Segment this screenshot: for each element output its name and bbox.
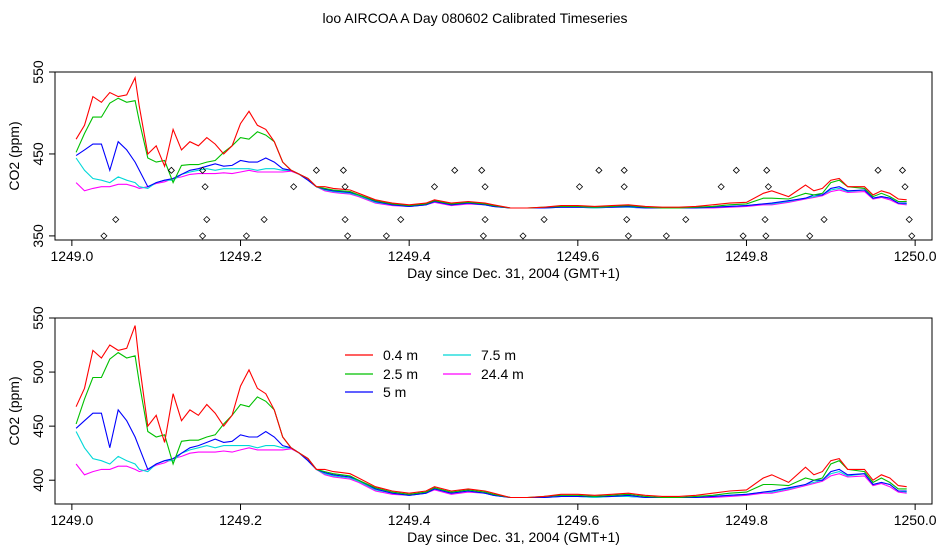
x-tick-label: 1249.2 [219,248,262,264]
legend-label: 24.4 m [481,366,524,382]
x-tick-label: 1249.4 [388,512,431,528]
data-marker [481,215,489,224]
series-line-2-5-m [75,351,907,499]
data-marker [764,183,772,191]
y-tick-label: 450 [30,414,46,438]
data-marker [898,166,907,174]
y-tick-label: 450 [30,142,46,166]
x-tick-label: 1249.8 [725,512,768,528]
data-marker [339,166,347,174]
data-marker [620,166,628,174]
data-marker [519,232,527,240]
data-marker [908,232,916,240]
series-line-7-5-m [75,431,907,499]
y-axis-label: CO2 (ppm) [6,121,22,190]
legend-label: 0.4 m [383,347,418,363]
data-marker [540,215,548,224]
data-marker [201,183,209,191]
data-marker [717,183,725,191]
data-marker [382,232,390,240]
y-tick-label: 350 [30,224,46,248]
data-marker [806,232,814,240]
page-title: loo AIRCOA A Day 080602 Calibrated Times… [322,10,628,26]
data-marker [732,166,740,174]
x-tick-label: 1249.4 [388,248,431,264]
series-line-0-4-m [75,325,907,499]
legend-label: 5 m [383,384,406,400]
data-marker [112,215,120,224]
data-marker [312,166,320,174]
data-marker [905,215,913,224]
plot-frame [54,317,933,505]
data-marker [479,232,487,240]
data-marker [820,215,828,224]
data-marker [575,183,584,191]
data-marker [199,166,207,174]
data-marker [203,215,211,224]
data-marker [739,232,747,240]
y-tick-label: 550 [30,60,46,84]
data-marker [662,232,670,240]
x-tick-label: 1249.6 [556,248,599,264]
data-marker [167,166,175,174]
data-marker [260,215,268,224]
legend-label: 2.5 m [383,366,418,382]
data-marker [874,166,882,174]
x-axis-label: Day since Dec. 31, 2004 (GMT+1) [407,529,620,545]
data-marker [763,166,771,174]
x-tick-label: 1249.2 [219,512,262,528]
series-line-5-m [75,140,907,209]
legend: 0.4 m 2.5 m 5 m 7.5 m 24.4 m [345,347,524,400]
data-marker [341,183,349,191]
data-marker [762,232,770,240]
x-tick-label: 1249.6 [556,512,599,528]
data-marker [397,215,405,224]
top-panel: 1249.0 1249.2 1249.4 1249.6 1249.8 1250.0 350 4… [6,60,937,281]
bottom-panel: 1249.0 1249.2 1249.4 1249.6 1249.8 1250.0 400 4… [6,306,937,545]
data-marker [761,215,769,224]
series-line-5-m [75,408,907,499]
data-marker [623,215,631,224]
x-tick-label: 1249.8 [725,248,768,264]
y-tick-label: 550 [30,306,46,330]
series-line-7-5-m [75,157,907,209]
data-marker [290,183,298,191]
data-marker [242,232,250,240]
data-marker [620,183,628,191]
y-tick-label: 400 [30,468,46,492]
data-marker [451,166,459,174]
legend-label: 7.5 m [481,347,516,363]
x-tick-label: 1250.0 [894,512,937,528]
data-marker [624,232,632,240]
data-marker [100,232,108,240]
data-marker [682,215,690,224]
data-marker [344,232,352,240]
series-line-2-5-m [75,97,907,209]
data-marker [199,232,207,240]
x-tick-label: 1249.0 [50,512,93,528]
plot-frame [54,71,933,241]
data-marker [481,183,489,191]
data-marker [595,166,603,174]
data-marker [478,166,486,174]
data-marker [430,183,439,191]
x-tick-label: 1250.0 [894,248,937,264]
series-line-0-4-m [75,75,907,209]
x-axis-label: Day since Dec. 31, 2004 (GMT+1) [407,265,620,281]
data-marker [341,215,349,224]
y-axis-label: CO2 (ppm) [6,376,22,445]
x-tick-label: 1249.0 [50,248,93,264]
y-tick-label: 500 [30,360,46,384]
data-marker [901,183,909,191]
